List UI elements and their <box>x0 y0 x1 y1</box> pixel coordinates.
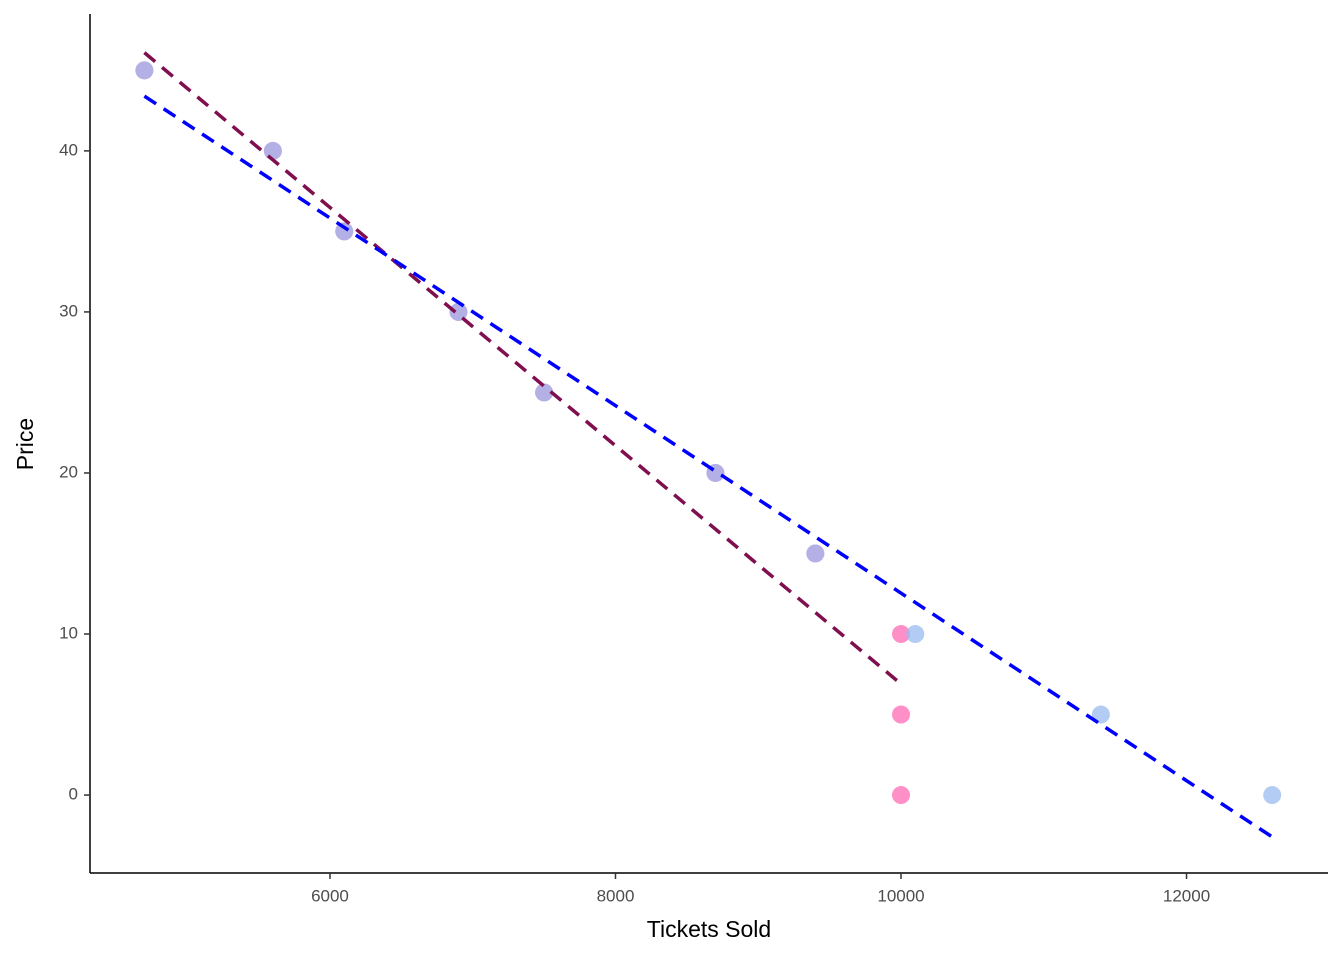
point <box>906 625 925 644</box>
point <box>1091 705 1110 724</box>
point <box>892 625 911 644</box>
point <box>449 302 468 321</box>
x-tick-label: 12000 <box>1163 886 1210 905</box>
point <box>892 705 911 724</box>
point <box>806 544 825 563</box>
point <box>263 141 282 160</box>
y-tick-label: 40 <box>59 140 78 159</box>
x-tick-label: 8000 <box>597 886 635 905</box>
fit-line <box>143 51 903 686</box>
point <box>335 222 354 241</box>
y-tick-label: 30 <box>59 301 78 320</box>
x-axis-title: Tickets Sold <box>647 916 771 942</box>
y-tick-label: 20 <box>59 462 78 481</box>
fit-line <box>143 94 1274 839</box>
x-tick-label: 10000 <box>877 886 924 905</box>
point <box>135 61 154 80</box>
y-tick-label: 10 <box>59 623 78 642</box>
y-tick-label: 0 <box>69 785 78 804</box>
point <box>535 383 554 402</box>
point <box>892 786 911 805</box>
y-axis-title: Price <box>12 418 38 470</box>
point <box>1263 786 1282 805</box>
x-tick-label: 6000 <box>311 886 349 905</box>
